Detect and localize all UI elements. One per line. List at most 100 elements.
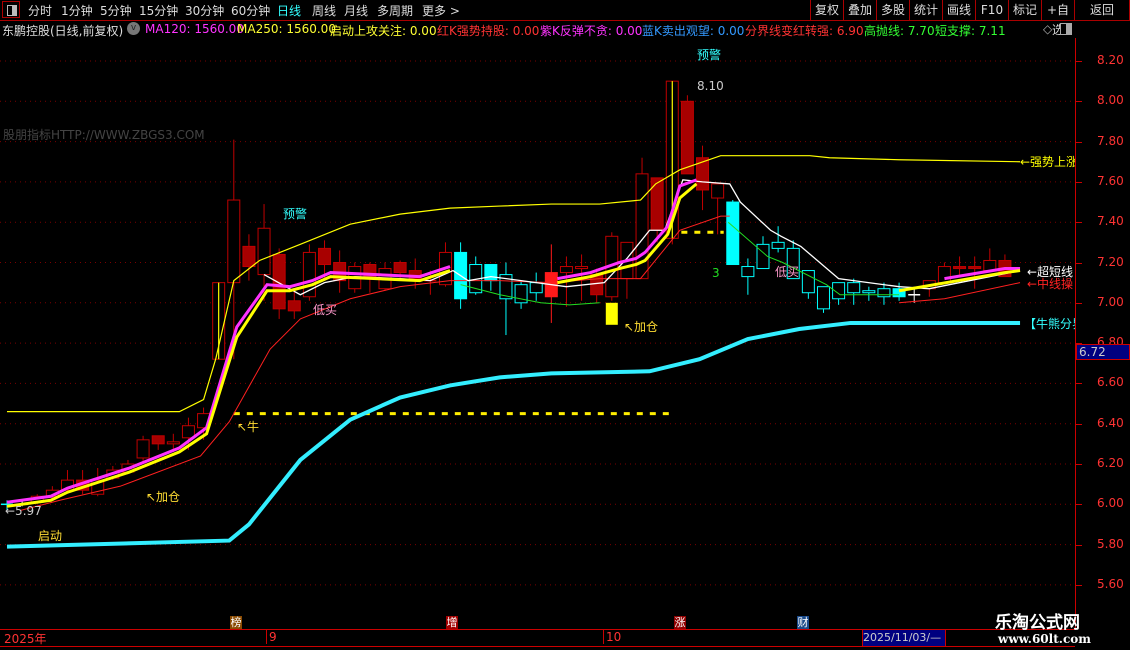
y-tick-label: 7.00 bbox=[1097, 294, 1124, 309]
indicator-info-bar: 东鹏控股(日线,前复权) v ◇ MA120: 1560.00 MA250: 15… bbox=[0, 21, 1075, 38]
green_line-line bbox=[460, 284, 600, 306]
y-tick-label: 6.60 bbox=[1097, 375, 1124, 390]
indicator-value: 启动上攻关注: 0.00 bbox=[330, 24, 437, 38]
add-position-label: ↖加仓 bbox=[146, 490, 181, 504]
y-tick-label: 5.60 bbox=[1097, 576, 1124, 591]
warning-label: 预警 bbox=[697, 48, 722, 62]
candle-body bbox=[786, 247, 800, 280]
y-tick bbox=[1076, 141, 1082, 143]
month-label: 9 bbox=[266, 630, 277, 644]
candle-body bbox=[847, 282, 861, 294]
time-axis: 2025年 9 10 2025/11/03/— bbox=[0, 629, 1075, 647]
y-tick bbox=[1076, 181, 1082, 183]
candle-body bbox=[559, 266, 573, 274]
magenta_line-line bbox=[6, 265, 451, 504]
tab-15min[interactable]: 15分钟 bbox=[139, 4, 179, 18]
site-logo-name: 乐淘公式网 bbox=[995, 613, 1080, 633]
candle-body bbox=[862, 290, 876, 294]
event-marker[interactable]: 增 bbox=[446, 616, 458, 630]
tab-intraday[interactable]: 分时 bbox=[28, 4, 53, 18]
diamond-icon[interactable]: ◇ bbox=[1043, 22, 1053, 36]
candle-body bbox=[529, 282, 543, 294]
site-logo-url: www.60lt.com bbox=[998, 632, 1091, 646]
y-tick bbox=[1076, 464, 1082, 465]
f10-button[interactable]: F10 bbox=[975, 0, 1008, 20]
indicator-value: MA250: 1560.00 bbox=[237, 22, 336, 36]
current-price-tag: 6.72 bbox=[1076, 344, 1130, 360]
candle-body bbox=[680, 100, 694, 175]
candle-body bbox=[711, 183, 725, 199]
candle-body bbox=[272, 253, 286, 310]
candle-body bbox=[575, 266, 589, 270]
candlestick-chart[interactable] bbox=[0, 0, 1075, 628]
overlay-button[interactable]: 叠加 bbox=[843, 0, 876, 20]
event-marker[interactable]: 榜 bbox=[230, 616, 242, 630]
y-tick-label: 6.40 bbox=[1097, 415, 1124, 430]
candle-body bbox=[227, 199, 241, 284]
y-tick bbox=[1076, 343, 1082, 345]
tab-60min[interactable]: 60分钟 bbox=[231, 4, 271, 18]
candle-body bbox=[166, 441, 180, 445]
y-tick-label: 8.00 bbox=[1097, 93, 1124, 108]
y-tick-label: 8.20 bbox=[1097, 53, 1124, 67]
tab-30min[interactable]: 30分钟 bbox=[185, 4, 225, 18]
y-tick bbox=[1076, 61, 1082, 62]
y-tick bbox=[1076, 262, 1082, 264]
candle-body bbox=[741, 266, 755, 278]
y-tick bbox=[1076, 101, 1082, 103]
tab-monthly[interactable]: 月线 bbox=[344, 4, 369, 18]
add-position-label: ↖加仓 bbox=[624, 320, 659, 334]
bull_bear-line bbox=[6, 320, 1021, 549]
watermark-text: 股朋指标HTTP://WWW.ZBGS3.COM bbox=[3, 128, 205, 142]
event-marker[interactable]: 涨 bbox=[674, 616, 686, 630]
panel-toggle-icon[interactable] bbox=[1060, 23, 1072, 35]
start-label: 启动 bbox=[38, 529, 63, 543]
y-tick bbox=[1076, 504, 1082, 506]
y-axis-line bbox=[1075, 38, 1076, 628]
candle-body bbox=[650, 177, 664, 231]
event-marker[interactable]: 财 bbox=[797, 616, 809, 630]
tab-weekly[interactable]: 周线 bbox=[312, 4, 337, 18]
candle-body bbox=[484, 264, 498, 282]
short_ma-line bbox=[557, 182, 698, 285]
tab-daily[interactable]: 日线 bbox=[277, 4, 302, 18]
multi-stock-button[interactable]: 多股 bbox=[876, 0, 909, 20]
chevron-down-icon[interactable]: v bbox=[127, 22, 140, 35]
candle-body bbox=[816, 286, 830, 310]
mark-button[interactable]: 标记 bbox=[1008, 0, 1041, 20]
candle-body bbox=[726, 201, 740, 266]
restore-rights-button[interactable]: 复权 bbox=[810, 0, 843, 20]
back-button[interactable]: 返回 bbox=[1074, 0, 1130, 20]
panel-toggle-icon[interactable] bbox=[2, 1, 20, 18]
y-tick-label: 7.60 bbox=[1097, 173, 1124, 188]
candle-body bbox=[877, 288, 891, 298]
candle-body bbox=[151, 435, 165, 445]
candle-body bbox=[242, 245, 256, 268]
tab-5min[interactable]: 5分钟 bbox=[100, 4, 132, 18]
candle-body bbox=[393, 262, 407, 274]
tab-multi-period[interactable]: 多周期 bbox=[377, 4, 414, 18]
green_line-line bbox=[727, 221, 900, 296]
high-price-label: 8.10 bbox=[697, 79, 724, 93]
strong_up-line bbox=[7, 155, 1021, 413]
draw-line-button[interactable]: 画线 bbox=[942, 0, 975, 20]
low-price-label: ←5.97 bbox=[5, 504, 42, 518]
mid_line-line bbox=[899, 282, 1021, 304]
cursor-date-tag: 2025/11/03/— bbox=[862, 629, 946, 647]
candle-body bbox=[801, 270, 815, 294]
candle-body bbox=[968, 266, 982, 270]
mid-term-label: ←中线操 bbox=[1027, 277, 1074, 291]
candle-body bbox=[318, 247, 332, 266]
indicator-value: 紫K反弹不贪: 0.00 bbox=[540, 24, 643, 38]
candle-body bbox=[771, 241, 785, 249]
tab-1min[interactable]: 1分钟 bbox=[61, 4, 93, 18]
statistics-button[interactable]: 统计 bbox=[909, 0, 942, 20]
y-tick bbox=[1076, 383, 1082, 385]
low-buy-label: 低买 bbox=[313, 303, 338, 317]
stock-title: 东鹏控股(日线,前复权) bbox=[2, 24, 124, 38]
candle-body bbox=[136, 439, 150, 459]
short_ma-line bbox=[898, 269, 1021, 293]
tab-more[interactable]: 更多 > bbox=[422, 4, 460, 18]
candle-body bbox=[181, 425, 195, 439]
month-label: 10 bbox=[603, 630, 621, 644]
